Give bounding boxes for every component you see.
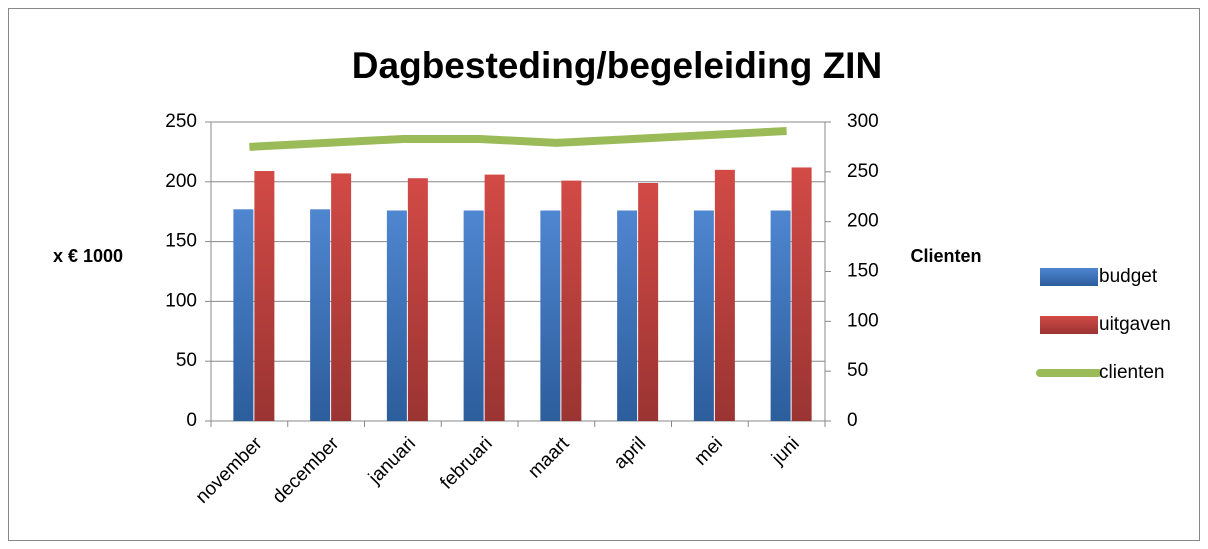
bar	[617, 210, 638, 421]
y2-tick-label: 200	[847, 211, 879, 232]
legend-swatch	[1040, 316, 1098, 334]
bar	[714, 169, 735, 421]
legend-swatch	[1040, 268, 1098, 286]
bar	[561, 180, 582, 421]
y-axis-label: x € 1000	[53, 246, 123, 266]
bar	[540, 210, 561, 421]
y-tick-label: 0	[186, 410, 197, 431]
y-tick-label: 50	[176, 350, 197, 371]
bar	[484, 174, 505, 421]
bar	[463, 210, 484, 421]
y2-axis-label: Clienten	[910, 246, 981, 266]
bar	[310, 209, 331, 421]
y-tick-label: 200	[165, 171, 197, 192]
y2-tick-label: 250	[847, 161, 879, 182]
bar	[331, 173, 352, 421]
bar	[791, 167, 812, 421]
chart-title: Dagbesteding/begeleiding ZIN	[352, 45, 882, 86]
legend-label: budget	[1099, 266, 1158, 287]
y2-tick-label: 50	[847, 360, 868, 381]
y2-tick-label: 300	[847, 111, 879, 132]
y2-tick-label: 100	[847, 310, 879, 331]
line	[249, 126, 787, 151]
y2-tick-label: 150	[847, 261, 879, 282]
y-tick-label: 150	[165, 231, 197, 252]
bar	[693, 210, 714, 421]
bar	[770, 210, 791, 421]
y-tick-label: 100	[165, 290, 197, 311]
bar	[233, 209, 254, 421]
bar	[386, 210, 407, 421]
legend-label: uitgaven	[1099, 314, 1171, 335]
y-tick-label: 250	[165, 111, 197, 132]
bar	[407, 178, 428, 421]
y2-tick-label: 0	[847, 410, 858, 431]
legend-label: clienten	[1099, 362, 1165, 383]
chart-border	[8, 8, 1200, 541]
bar	[638, 182, 659, 421]
bar	[254, 171, 275, 421]
